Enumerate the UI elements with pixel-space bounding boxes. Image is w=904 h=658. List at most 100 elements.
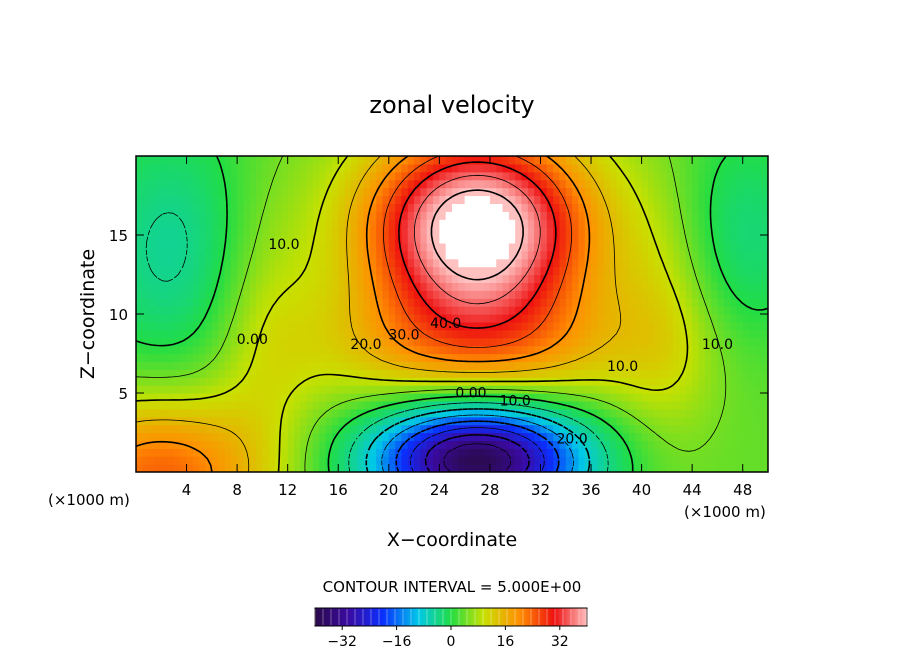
heatmap-cell — [376, 345, 384, 355]
heatmap-cell — [376, 179, 384, 189]
heatmap-cell — [154, 432, 162, 441]
contour-line — [430, 189, 524, 281]
heatmap-cell — [376, 369, 384, 378]
heatmap-cell — [445, 274, 453, 283]
heatmap-cell — [237, 282, 245, 291]
heatmap-cell — [565, 171, 573, 181]
heatmap-cell — [666, 361, 674, 370]
heatmap-cell — [395, 416, 403, 426]
heatmap-cell — [496, 290, 504, 299]
heatmap-cell — [597, 456, 605, 465]
heatmap-cell — [136, 424, 143, 434]
heatmap-cell — [755, 211, 763, 220]
heatmap-cell — [546, 250, 554, 260]
heatmap-cell — [173, 321, 181, 331]
heatmap-cell — [616, 385, 624, 394]
heatmap-cell — [464, 400, 472, 410]
heatmap-cell — [205, 219, 213, 228]
heatmap-cell — [445, 345, 453, 355]
heatmap-cell — [325, 242, 333, 252]
heatmap-cell — [591, 361, 598, 370]
heatmap-cell — [698, 242, 706, 252]
heatmap-cell — [382, 219, 390, 228]
heatmap-cell — [673, 195, 681, 204]
heatmap-cell — [489, 416, 497, 426]
heatmap-cell — [350, 321, 358, 331]
heatmap-cell — [685, 314, 693, 323]
heatmap-cell — [515, 211, 523, 220]
heatmap-cell — [641, 195, 649, 204]
heatmap-cell — [275, 235, 282, 244]
heatmap-cell — [249, 408, 257, 418]
heatmap-cell — [376, 408, 384, 418]
heatmap-cell — [502, 306, 510, 315]
heatmap-cell — [685, 282, 693, 291]
heatmap-cell — [338, 361, 346, 370]
heatmap-cell — [654, 440, 662, 449]
heatmap-cell — [698, 266, 706, 276]
heatmap-cell — [673, 250, 681, 260]
heatmap-cell — [521, 298, 529, 307]
heatmap-cell — [711, 408, 719, 418]
heatmap-cell — [736, 195, 744, 204]
heatmap-cell — [559, 432, 567, 441]
heatmap-cell — [704, 377, 712, 386]
heatmap-cell — [243, 195, 251, 204]
heatmap-cell — [470, 235, 478, 244]
heatmap-cell — [458, 227, 466, 236]
heatmap-cell — [534, 361, 542, 370]
heatmap-cell — [256, 156, 263, 165]
heatmap-cell — [414, 369, 421, 378]
heatmap-cell — [521, 282, 529, 291]
heatmap-cell — [142, 353, 150, 362]
heatmap-cell — [230, 298, 238, 307]
heatmap-cell — [414, 337, 421, 347]
heatmap-cell — [704, 290, 712, 299]
heatmap-cell — [350, 385, 358, 394]
heatmap-cell — [287, 361, 295, 370]
heatmap-cell — [344, 235, 352, 244]
heatmap-cell — [679, 440, 687, 449]
heatmap-cell — [300, 274, 308, 283]
y-axis-label: Z−coordinate — [77, 249, 99, 379]
heatmap-cell — [521, 456, 529, 465]
heatmap-cell — [711, 385, 719, 394]
heatmap-cell — [420, 187, 428, 197]
heatmap-cell — [477, 203, 485, 212]
heatmap-cell — [717, 337, 725, 347]
x-tick-label: 20 — [379, 481, 398, 499]
heatmap-cell — [136, 282, 143, 291]
heatmap-cell — [527, 250, 535, 260]
heatmap-cell — [692, 440, 700, 449]
heatmap-cell — [211, 361, 219, 370]
heatmap-cell — [591, 440, 598, 449]
heatmap-cell — [521, 345, 529, 355]
heatmap-cell — [742, 432, 750, 441]
heatmap-cell — [243, 156, 251, 165]
heatmap-cell — [243, 163, 251, 173]
heatmap-cell — [679, 321, 687, 331]
heatmap-cell — [199, 377, 207, 386]
heatmap-cell — [527, 385, 535, 394]
y-tick-label: 15 — [109, 227, 128, 245]
heatmap-cell — [268, 306, 276, 315]
heatmap-cell — [306, 227, 314, 236]
heatmap-cell — [192, 298, 200, 307]
heatmap-cell — [483, 235, 491, 244]
heatmap-cell — [306, 235, 314, 244]
heatmap-cell — [749, 179, 756, 189]
heatmap-cell — [654, 353, 662, 362]
heatmap-cell — [464, 163, 472, 173]
heatmap-cell — [350, 377, 358, 386]
heatmap-cell — [673, 361, 681, 370]
heatmap-cell — [388, 464, 396, 472]
heatmap-cell — [173, 187, 181, 197]
heatmap-cell — [350, 187, 358, 197]
heatmap-cell — [192, 361, 200, 370]
heatmap-cell — [268, 432, 276, 441]
heatmap-cell — [218, 227, 226, 236]
heatmap-cell — [730, 195, 737, 204]
heatmap-cell — [395, 440, 403, 449]
heatmap-cell — [218, 400, 226, 410]
